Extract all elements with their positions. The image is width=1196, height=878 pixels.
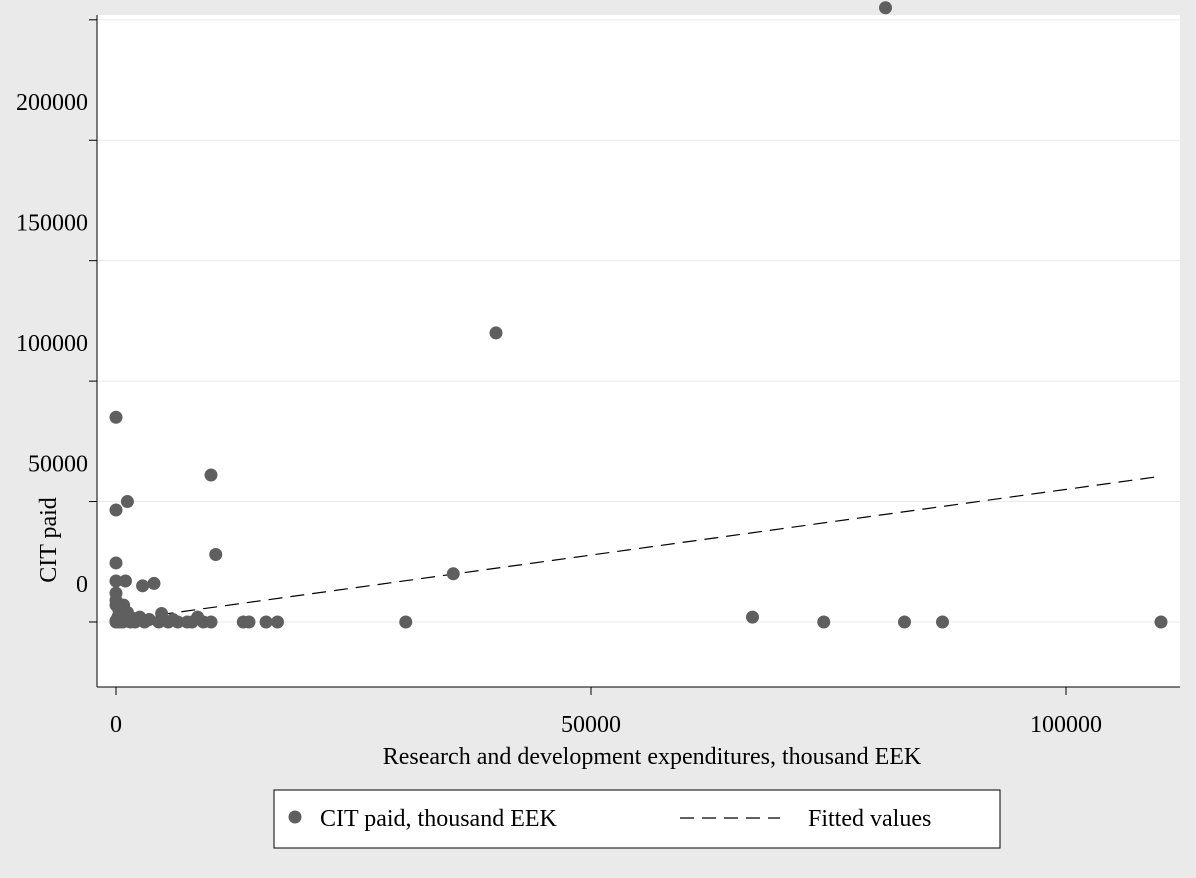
data-point xyxy=(271,615,284,629)
data-point xyxy=(489,326,503,340)
x-tick-label: 50000 xyxy=(561,712,621,738)
data-point xyxy=(185,615,199,629)
data-point xyxy=(259,615,273,629)
data-point xyxy=(936,615,949,629)
legend: CIT paid, thousand EEK Fitted values xyxy=(273,789,1001,849)
data-point xyxy=(879,1,892,15)
data-point xyxy=(152,615,166,629)
legend-label-fitted: Fitted values xyxy=(808,806,931,832)
legend-marker-scatter xyxy=(288,810,302,824)
data-point xyxy=(109,574,123,588)
data-point xyxy=(119,574,132,588)
data-point xyxy=(109,556,123,570)
y-tick-label: 100000 xyxy=(16,331,88,357)
x-tick-label: 100000 xyxy=(1030,712,1102,738)
data-point xyxy=(898,615,911,629)
data-point xyxy=(109,503,123,517)
data-point xyxy=(161,615,175,629)
data-point xyxy=(128,615,142,629)
y-axis-ticks: 050000100000150000200000250000 xyxy=(16,19,97,623)
x-tick-label: 0 xyxy=(110,712,122,738)
data-point xyxy=(1154,615,1168,629)
data-point xyxy=(204,615,218,629)
legend-box xyxy=(273,789,1001,849)
legend-label-scatter: CIT paid, thousand EEK xyxy=(320,806,558,832)
data-point xyxy=(746,610,759,624)
data-point xyxy=(109,410,123,424)
y-tick-label: 200000 xyxy=(16,90,88,116)
plot-area xyxy=(97,15,1180,687)
data-point xyxy=(242,615,256,629)
data-point xyxy=(209,548,223,562)
data-point xyxy=(138,615,151,629)
y-tick-label: 50000 xyxy=(28,452,88,478)
data-point xyxy=(446,567,460,581)
x-axis-title: Research and development expenditures, t… xyxy=(383,744,922,770)
data-point xyxy=(147,576,161,590)
y-axis-title: CIT paid xyxy=(36,497,62,583)
y-tick-label: 0 xyxy=(76,572,88,598)
data-point xyxy=(399,615,413,629)
data-point xyxy=(204,468,218,482)
data-point xyxy=(171,615,185,629)
data-point xyxy=(136,579,150,593)
data-point xyxy=(120,495,134,509)
y-tick-label: 150000 xyxy=(16,211,88,237)
x-axis-ticks: 0 50000 100000 xyxy=(110,687,1102,738)
data-point xyxy=(817,615,831,629)
scatter-points xyxy=(109,1,1168,629)
